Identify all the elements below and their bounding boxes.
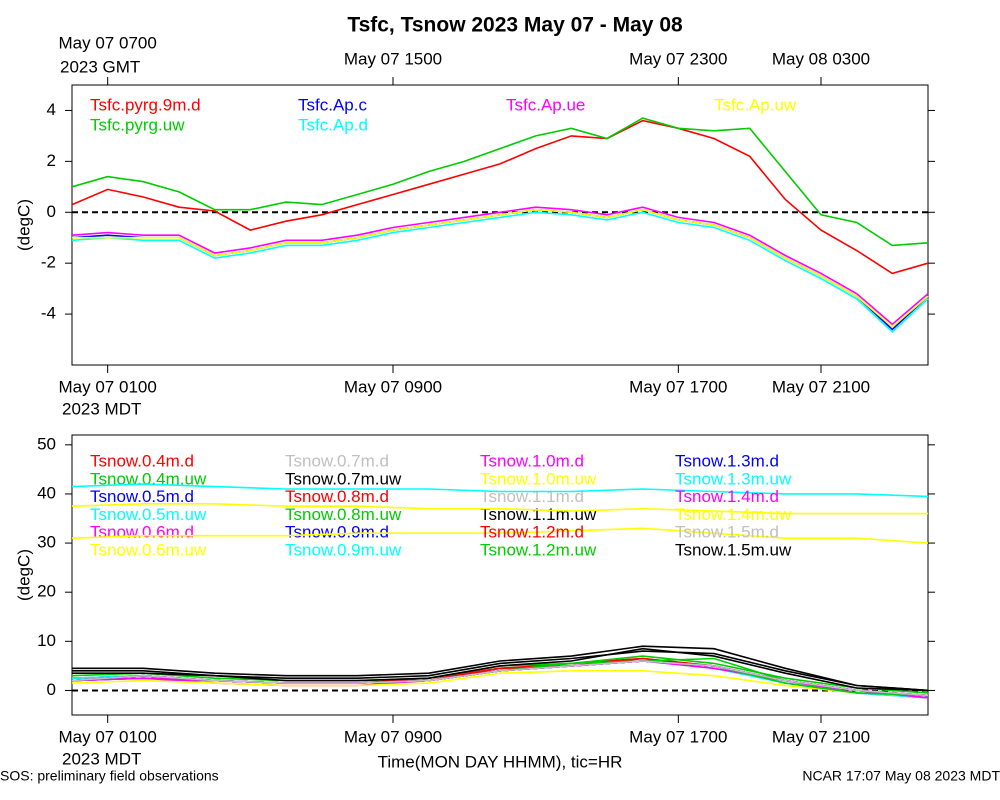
- legend-label: Tsfc.Ap.uw: [714, 95, 797, 114]
- x-tick-label: May 07 2100: [772, 377, 870, 396]
- legend-label: Tsfc.Ap.ue: [506, 95, 585, 114]
- x-axis-label: Time(MON DAY HHMM), tic=HR: [378, 752, 623, 771]
- y-axis-label: (degC): [14, 199, 33, 251]
- x2-tick-label: May 07 2300: [629, 49, 727, 68]
- series-line: [71, 670, 929, 697]
- legend-label: Tsfc.Ap.c: [298, 95, 367, 114]
- y-tick-label: 0: [47, 202, 56, 221]
- legend-label: Tsnow.0.8m.uw: [285, 505, 402, 524]
- series-line: [71, 660, 929, 697]
- y-tick-label: 2: [47, 151, 56, 170]
- x-tick-label: May 07 0900: [344, 727, 442, 746]
- legend-label: Tsnow.0.5m.d: [90, 487, 194, 506]
- legend-label: Tsnow.1.1m.d: [480, 487, 584, 506]
- x-tick-label: May 07 1700: [629, 727, 727, 746]
- legend-label: Tsnow.1.1m.uw: [480, 505, 597, 524]
- legend-label: Tsnow.0.6m.d: [90, 523, 194, 542]
- x2-axis-note: 2023 GMT: [60, 57, 140, 76]
- legend-label: Tsfc.pyrg.9m.d: [90, 95, 201, 114]
- y-tick-label: -2: [41, 253, 56, 272]
- legend-label: Tsnow.1.0m.d: [480, 451, 584, 470]
- y-tick-label: 4: [47, 100, 56, 119]
- x2-tick-label: May 08 0300: [772, 49, 870, 68]
- legend-label: Tsnow.0.4m.uw: [90, 469, 207, 488]
- x-tick-label: May 07 0900: [344, 377, 442, 396]
- y-tick-label: 10: [37, 631, 56, 650]
- series-line: [71, 119, 929, 275]
- chart-title: Tsfc, Tsnow 2023 May 07 - May 08: [347, 14, 683, 37]
- legend-label: Tsnow.1.2m.uw: [480, 540, 597, 559]
- y-axis-label: (degC): [14, 549, 33, 601]
- legend-label: Tsnow.1.4m.uw: [675, 505, 792, 524]
- legend-label: Tsnow.1.4m.d: [675, 487, 779, 506]
- y-tick-label: -4: [41, 304, 56, 323]
- legend-label: Tsnow.0.7m.uw: [285, 469, 402, 488]
- series-line: [71, 211, 929, 333]
- series-line: [71, 483, 929, 498]
- x-tick-label: May 07 1700: [629, 377, 727, 396]
- series-line: [71, 117, 929, 247]
- series-line: [71, 527, 929, 544]
- legend-label: Tsnow.0.6m.uw: [90, 540, 207, 559]
- x2-tick-label: May 07 0700: [59, 33, 157, 52]
- y-tick-label: 20: [37, 582, 56, 601]
- legend-label: Tsnow.1.5m.d: [675, 523, 779, 542]
- series-line: [72, 208, 929, 328]
- legend-label: Tsnow.0.7m.d: [285, 451, 389, 470]
- legend-label: Tsnow.0.4m.d: [90, 451, 194, 470]
- legend-label: Tsnow.1.0m.uw: [480, 469, 597, 488]
- legend-label: Tsnow.1.3m.uw: [675, 469, 792, 488]
- legend-label: Tsnow.1.5m.uw: [675, 540, 792, 559]
- legend-label: Tsnow.0.9m.uw: [285, 540, 402, 559]
- x-tick-label: May 07 0100: [59, 377, 157, 396]
- x-axis-note: 2023 MDT: [62, 399, 141, 418]
- series-line: [71, 206, 929, 326]
- series-line: [72, 647, 929, 692]
- x2-tick-label: May 07 1500: [344, 49, 442, 68]
- y-tick-label: 50: [37, 434, 56, 453]
- series-line: [72, 645, 929, 692]
- legend-label: Tsnow.1.3m.d: [675, 451, 779, 470]
- plot-frame: [71, 434, 929, 716]
- legend-label: Tsnow.0.5m.uw: [90, 505, 207, 524]
- x-tick-label: May 07 0100: [59, 727, 157, 746]
- legend-label: Tsfc.Ap.d: [298, 115, 368, 134]
- x-axis-note: 2023 MDT: [62, 749, 141, 768]
- footer-left: SOS: preliminary field observations: [0, 768, 219, 784]
- y-tick-label: 40: [37, 483, 56, 502]
- footer-right: NCAR 17:07 May 08 2023 MDT: [802, 768, 1000, 784]
- y-tick-label: 0: [47, 680, 56, 699]
- legend-label: Tsfc.pyrg.uw: [90, 115, 185, 134]
- y-tick-label: 30: [37, 533, 56, 552]
- legend-label: Tsnow.0.9m.d: [285, 523, 389, 542]
- legend-label: Tsnow.1.2m.d: [480, 523, 584, 542]
- legend-label: Tsnow.0.8m.d: [285, 487, 389, 506]
- series-line: [71, 503, 928, 515]
- x-tick-label: May 07 2100: [772, 727, 870, 746]
- plot-frame: [71, 84, 929, 366]
